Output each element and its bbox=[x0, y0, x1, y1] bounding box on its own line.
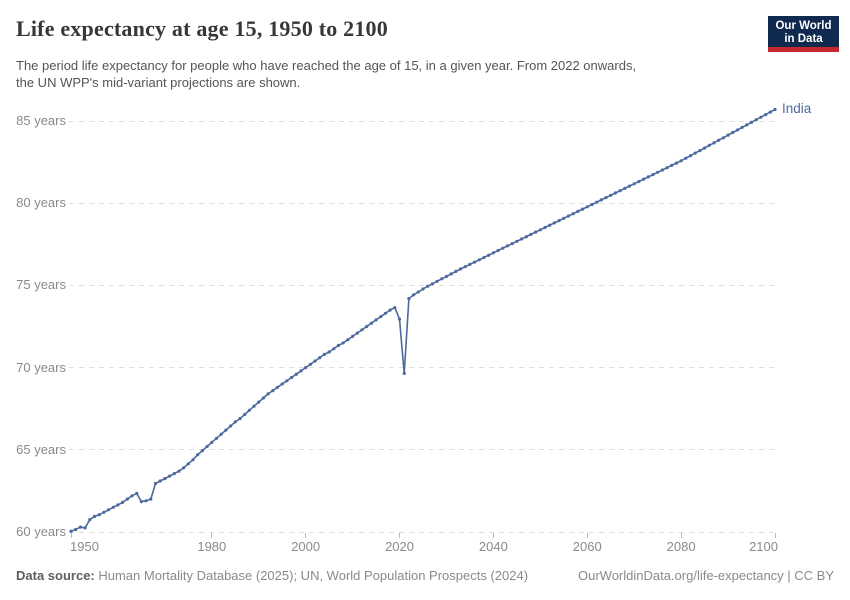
y-axis-label: 85 years bbox=[16, 113, 66, 128]
y-axis-label: 60 years bbox=[16, 524, 66, 539]
series-label-india[interactable]: India bbox=[782, 101, 812, 117]
data-source-label: Data source: bbox=[16, 568, 95, 583]
y-axis-label: 80 years bbox=[16, 195, 66, 211]
x-axis-label: 2020 bbox=[385, 539, 414, 554]
subtitle-line-1: The period life expectancy for people wh… bbox=[16, 58, 637, 73]
x-axis-label: 1950 bbox=[70, 539, 99, 554]
india-series-markers bbox=[69, 107, 777, 533]
y-axis-label: 65 years bbox=[16, 441, 66, 457]
x-axis-label: 2040 bbox=[478, 539, 508, 554]
india-series bbox=[69, 107, 777, 533]
x-axis-ticks bbox=[71, 533, 776, 538]
gridlines bbox=[69, 121, 777, 533]
x-axis-label: 2060 bbox=[572, 539, 602, 554]
x-axis-label: 2080 bbox=[666, 539, 696, 554]
owid-logo: Our World in Data bbox=[768, 16, 839, 52]
y-axis-label: 70 years bbox=[16, 359, 66, 375]
india-series-line bbox=[70, 108, 776, 532]
x-axis-label: 2100 bbox=[749, 539, 778, 554]
chart-subtitle: The period life expectancy for people wh… bbox=[16, 57, 636, 91]
owid-logo-line2: in Data bbox=[784, 33, 823, 45]
x-axis-label: 2000 bbox=[291, 539, 321, 554]
y-axis-label: 75 years bbox=[16, 277, 66, 293]
chart-title: Life expectancy at age 15, 1950 to 2100 bbox=[16, 16, 388, 41]
x-axis-label: 1980 bbox=[197, 539, 227, 554]
footer-link[interactable]: OurWorldinData.org/life-expectancy | CC … bbox=[577, 568, 834, 583]
owid-logo-line1: Our World bbox=[775, 20, 832, 32]
footer: Data source: Human Mortality Database (2… bbox=[0, 568, 850, 583]
subtitle-line-2: the UN WPP's mid-variant projections are… bbox=[16, 75, 301, 90]
data-source-text: Data source: Human Mortality Database (2… bbox=[16, 568, 529, 583]
